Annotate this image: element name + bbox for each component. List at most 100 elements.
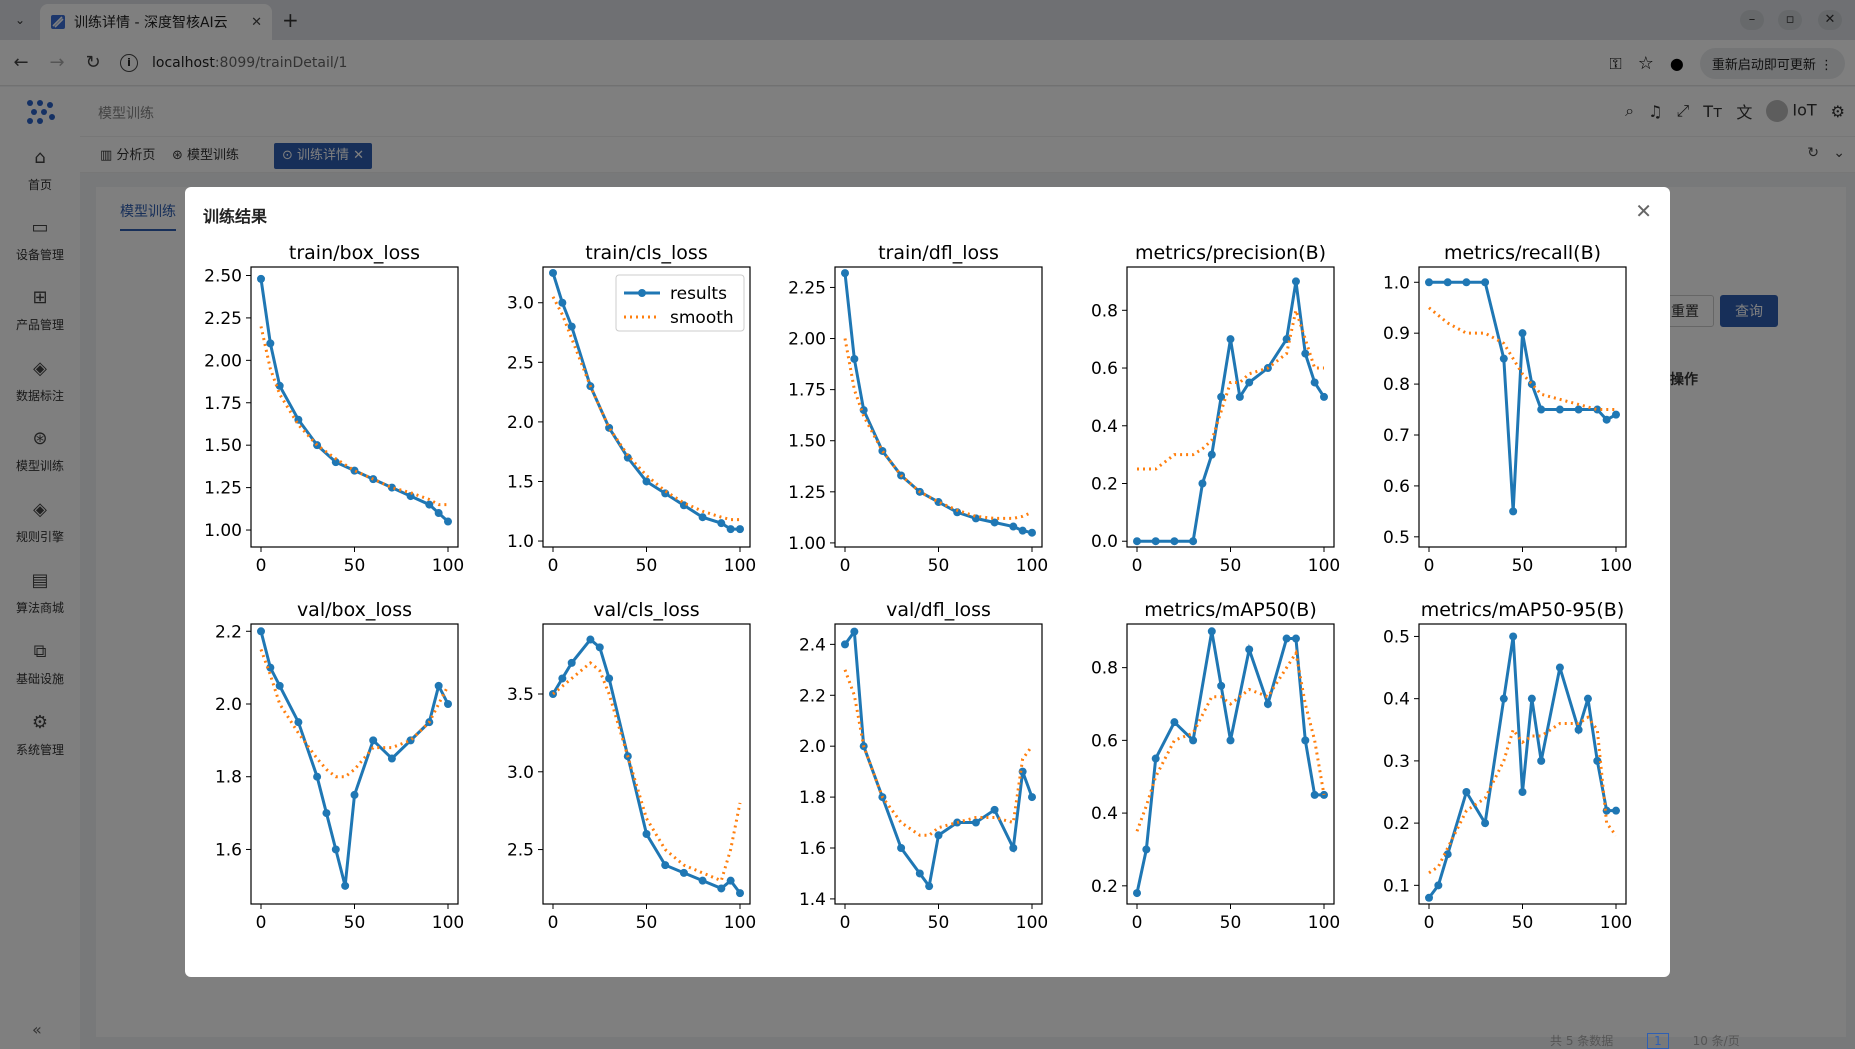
y-tick-label: 2.25 xyxy=(204,309,242,329)
results-line xyxy=(1135,631,1324,894)
results-line xyxy=(843,272,1033,535)
results-point xyxy=(1574,725,1583,734)
results-point xyxy=(331,845,340,854)
chart-title: val/dfl_loss xyxy=(886,599,991,621)
x-tick-label: 50 xyxy=(1512,913,1534,933)
results-point xyxy=(1527,694,1536,703)
y-tick-label: 1.4 xyxy=(799,890,826,910)
results-point xyxy=(990,805,999,814)
y-tick-label: 1.0 xyxy=(1383,273,1410,293)
results-point xyxy=(1555,663,1564,672)
x-tick-label: 100 xyxy=(1600,913,1632,933)
chart-panel: metrics/recall(B) 0 50 100 0.5 0.6 0.7 0.8 0.9 1.… xyxy=(1383,242,1632,576)
smooth-line xyxy=(552,660,742,883)
results-point xyxy=(661,861,670,870)
results-point xyxy=(266,339,275,348)
results-point xyxy=(1555,405,1564,414)
results-point xyxy=(1018,767,1027,776)
results-point xyxy=(850,354,859,363)
results-point xyxy=(406,736,415,745)
y-tick-label: 1.00 xyxy=(204,521,242,541)
chart-title: train/cls_loss xyxy=(585,242,707,264)
y-tick-label: 0.4 xyxy=(1091,417,1118,437)
smooth-line xyxy=(1137,304,1324,471)
results-point xyxy=(1537,405,1546,414)
y-tick-label: 2.0 xyxy=(507,413,534,433)
results-point xyxy=(425,500,434,509)
results-point xyxy=(953,508,962,517)
smooth-line xyxy=(1428,306,1616,412)
results-point xyxy=(642,830,651,838)
results-point xyxy=(717,519,726,528)
y-tick-label: 0.1 xyxy=(1383,876,1410,896)
close-icon[interactable]: ✕ xyxy=(1635,199,1652,223)
y-tick-label: 2.0 xyxy=(215,695,242,715)
y-tick-label: 2.00 xyxy=(204,351,242,371)
results-point xyxy=(1018,526,1027,535)
results-point xyxy=(1518,329,1527,338)
results-point xyxy=(567,658,576,667)
results-point xyxy=(726,876,735,885)
chart-title: metrics/mAP50-95(B) xyxy=(1421,599,1625,621)
results-point xyxy=(698,876,707,885)
x-tick-label: 100 xyxy=(432,556,464,576)
results-point xyxy=(1189,736,1198,745)
results-point xyxy=(558,674,567,683)
results-point xyxy=(406,492,415,501)
results-line xyxy=(1429,280,1617,512)
y-tick-label: 0.2 xyxy=(1091,877,1118,897)
pager-total: 共 5 条数据 xyxy=(1550,1034,1614,1048)
x-tick-label: 50 xyxy=(344,913,366,933)
results-point xyxy=(275,381,284,390)
results-point xyxy=(313,441,322,450)
results-point xyxy=(1310,378,1319,387)
results-point xyxy=(850,627,859,636)
results-point xyxy=(434,509,443,518)
results-point xyxy=(313,772,322,781)
results-point xyxy=(558,298,567,307)
y-tick-label: 2.0 xyxy=(799,737,826,757)
y-tick-label: 1.25 xyxy=(204,479,242,499)
results-point xyxy=(971,514,980,523)
results-point xyxy=(679,868,688,877)
results-line xyxy=(259,630,450,887)
chart-title: metrics/recall(B) xyxy=(1444,242,1601,264)
results-point xyxy=(350,790,359,799)
x-tick-label: 100 xyxy=(1016,556,1048,576)
results-point xyxy=(726,525,735,534)
x-tick-label: 100 xyxy=(1308,556,1340,576)
results-point xyxy=(1245,645,1254,654)
results-point xyxy=(1509,507,1518,516)
x-tick-label: 0 xyxy=(256,556,267,576)
y-tick-label: 1.6 xyxy=(799,839,826,859)
y-tick-label: 1.0 xyxy=(507,532,534,552)
results-point xyxy=(736,525,744,534)
x-tick-label: 0 xyxy=(1424,913,1435,933)
y-tick-label: 0.8 xyxy=(1091,659,1118,679)
results-point xyxy=(266,663,275,672)
x-tick-label: 50 xyxy=(636,556,658,576)
plot-frame xyxy=(1126,266,1335,548)
y-tick-label: 0.8 xyxy=(1383,375,1410,395)
x-tick-label: 0 xyxy=(548,913,559,933)
results-point xyxy=(1583,694,1592,703)
results-point xyxy=(1245,378,1254,387)
results-point xyxy=(444,700,452,708)
results-point xyxy=(369,736,378,745)
results-point xyxy=(1481,278,1490,287)
x-tick-label: 100 xyxy=(1308,913,1340,933)
legend-smooth-label: smooth xyxy=(670,308,734,328)
chart-panel: train/box_loss 0 50 100 1.00 1.25 1.50 1.75 2.00… xyxy=(204,242,464,576)
results-point xyxy=(1425,278,1433,287)
smooth-line xyxy=(1135,649,1326,832)
pager-size[interactable]: 10 条/页 xyxy=(1692,1034,1740,1048)
pager-page[interactable]: 1 xyxy=(1647,1033,1669,1049)
x-tick-label: 0 xyxy=(256,913,267,933)
results-point xyxy=(1189,537,1198,546)
results-point xyxy=(717,884,726,893)
results-point xyxy=(1198,479,1207,488)
y-tick-label: 0.4 xyxy=(1383,690,1410,710)
results-point xyxy=(1612,806,1620,815)
x-tick-label: 0 xyxy=(840,556,851,576)
y-tick-label: 0.6 xyxy=(1091,731,1118,751)
